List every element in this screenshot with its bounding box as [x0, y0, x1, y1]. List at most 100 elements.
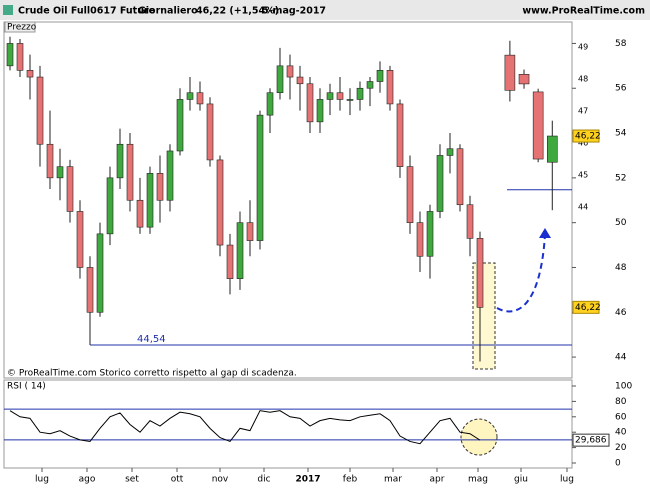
- candle-body: [476, 238, 484, 308]
- chart-title: Prezzo: [7, 23, 37, 33]
- inset-tick-label: 46: [578, 139, 588, 148]
- y-tick-label: 56: [615, 84, 627, 94]
- icon: [3, 5, 13, 15]
- title-box: [4, 21, 36, 33]
- inset-tick-label: 45: [578, 171, 588, 180]
- price-panel: [3, 21, 573, 379]
- candle-body: [116, 143, 124, 179]
- candle-body: [446, 148, 454, 156]
- y-tick-label: 44: [615, 353, 627, 363]
- candle-body: [376, 70, 384, 82]
- rsi-line: [9, 410, 481, 445]
- inset-tick-label: 47: [578, 107, 588, 116]
- candle-body: [146, 173, 154, 228]
- period: Giornaliero: [138, 6, 198, 17]
- support-label: 44,54: [137, 334, 166, 345]
- candle-body: [336, 92, 344, 100]
- candle-body: [256, 114, 264, 241]
- footer: © ProRealTime.com Storico corretto rispe…: [7, 369, 297, 379]
- y-tick-label: 58: [615, 39, 627, 49]
- candle-body: [226, 244, 234, 279]
- candle-body: [106, 177, 114, 235]
- date: 5-mag-2017: [262, 6, 326, 17]
- y-tick-label: 50: [615, 218, 627, 228]
- candle-body: [86, 267, 94, 313]
- highlight-box: [472, 262, 496, 370]
- candle-body: [456, 148, 464, 206]
- candle-body: [356, 87, 364, 100]
- candle-body: [416, 222, 424, 257]
- x-tick-label: ott: [171, 475, 184, 485]
- candle-body: [196, 92, 204, 105]
- x-tick-label: dic: [257, 475, 270, 485]
- candle-body: [366, 81, 374, 89]
- highlight-circle: [460, 418, 498, 456]
- candle-body: [46, 143, 54, 179]
- candle-body: [316, 99, 324, 123]
- candle-body: [296, 76, 304, 85]
- candle-body: [266, 92, 274, 116]
- candle-body: [16, 43, 24, 71]
- candle-body: [406, 166, 414, 223]
- candle-body: [386, 70, 394, 105]
- candle-body: [186, 92, 194, 100]
- arrow-head: [539, 228, 551, 238]
- candle-body: [436, 155, 444, 212]
- candle-body: [466, 204, 474, 239]
- candle-body: [36, 76, 44, 145]
- x-tick-label: set: [125, 475, 139, 485]
- candle-body: [156, 173, 164, 201]
- rsi-last-box: [572, 433, 610, 447]
- rsi-tick-label: 100: [615, 382, 632, 392]
- last-price-box: [572, 300, 600, 314]
- inset-last: 46,22: [575, 132, 601, 142]
- candle-body: [76, 211, 84, 268]
- candle-body: [346, 99, 354, 101]
- candle-body: [176, 99, 184, 152]
- x-tick-label: giu: [514, 475, 528, 485]
- candle-body: [216, 159, 224, 246]
- candle-body: [546, 135, 558, 163]
- candle-body: [206, 103, 214, 161]
- x-tick-label: feb: [343, 475, 358, 485]
- x-tick-label: lug: [560, 475, 574, 485]
- rsi-last: 29,686: [575, 436, 607, 446]
- inset-tick-label: 44: [578, 203, 588, 212]
- quote: 46,22 (+1,54%): [196, 6, 279, 17]
- x-tick-label: lug: [35, 475, 49, 485]
- candle-body: [26, 70, 34, 78]
- candle-body: [236, 222, 244, 279]
- candle-body: [276, 65, 284, 94]
- y-tick-label: 52: [615, 173, 626, 183]
- instrument: Crude Oil Full0617 Future: [18, 6, 155, 17]
- inset-last-box: [572, 129, 600, 143]
- rsi-title: RSI ( 14): [7, 382, 46, 392]
- candle-body: [66, 166, 74, 212]
- candle-body: [6, 43, 14, 67]
- x-tick-label: nov: [212, 475, 229, 485]
- last-price: 46,22: [575, 303, 601, 313]
- inset-tick-label: 48: [578, 75, 588, 84]
- x-tick-label: 2017: [295, 475, 320, 485]
- candle-body: [532, 91, 544, 160]
- candle-body: [246, 222, 254, 241]
- candle-body: [306, 83, 314, 123]
- rsi-panel: [3, 379, 573, 469]
- y-tick-label: 46: [615, 308, 627, 318]
- y-tick-label: 54: [615, 129, 627, 139]
- x-tick-label: mar: [384, 475, 402, 485]
- site: www.ProRealTime.com: [522, 6, 645, 17]
- rsi-tick-label: 0: [615, 458, 621, 468]
- candle-body: [426, 211, 434, 257]
- y-tick-label: 48: [615, 263, 627, 273]
- x-tick-label: ago: [79, 475, 96, 485]
- candle-body: [96, 233, 104, 313]
- x-tick-label: apr: [430, 475, 445, 485]
- candle-body: [286, 65, 294, 78]
- rsi-tick-label: 40: [615, 428, 627, 438]
- header-bar: [0, 0, 650, 20]
- candle-body: [166, 150, 174, 201]
- candle-body: [504, 54, 516, 91]
